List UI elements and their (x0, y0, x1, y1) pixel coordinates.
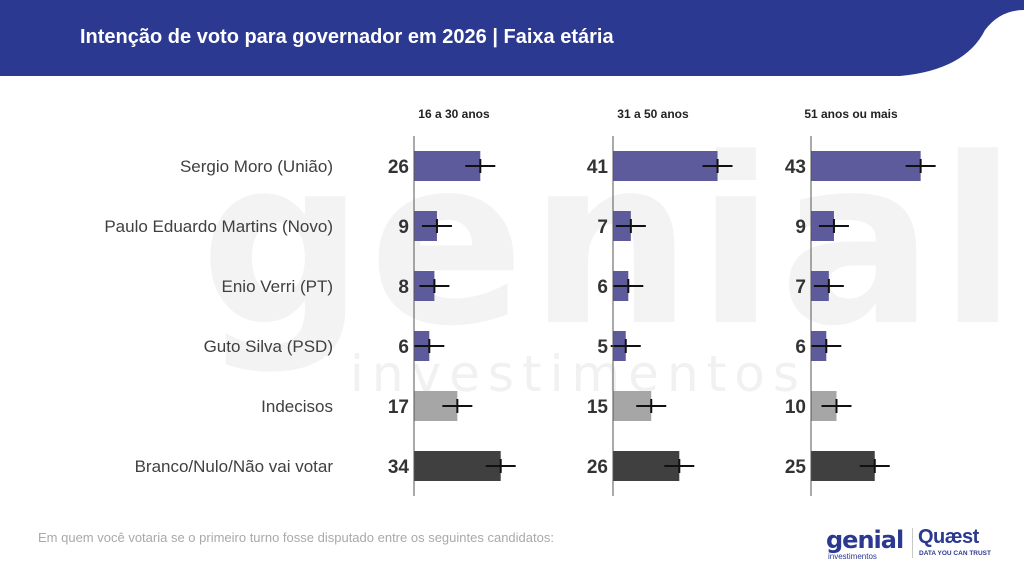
bar (811, 151, 921, 181)
quaest-logo: Quæst DATA YOU CAN TRUST (918, 526, 998, 562)
category-label: Sergio Moro (União) (180, 157, 333, 176)
data-label: 43 (785, 157, 806, 178)
data-label: 6 (795, 337, 806, 358)
data-label: 10 (785, 397, 806, 418)
data-label: 41 (587, 157, 609, 178)
genial-logo-sub: investimentos (828, 552, 877, 561)
genial-logo: genial investimentos (826, 526, 908, 562)
page-title: Intenção de voto para governador em 2026… (80, 26, 614, 48)
data-label: 34 (388, 457, 410, 478)
genial-logo-word: genial (826, 526, 904, 554)
age-group-header: 31 a 50 anos (617, 107, 689, 121)
data-label: 9 (795, 217, 806, 238)
age-group-header: 51 anos ou mais (804, 107, 898, 121)
category-label: Guto Silva (PSD) (204, 337, 333, 356)
quaest-logo-word: Quæst (918, 526, 979, 548)
category-label: Branco/Nulo/Não vai votar (135, 457, 334, 476)
header-banner: Intenção de voto para governador em 2026… (0, 0, 1024, 76)
header-background (0, 0, 1024, 76)
footnote: Em quem você votaria se o primeiro turno… (38, 530, 554, 545)
category-label: Paulo Eduardo Martins (Novo) (104, 217, 333, 236)
age-group-header: 16 a 30 anos (418, 107, 490, 121)
data-label: 8 (398, 277, 409, 298)
logo-separator (912, 528, 913, 558)
category-label: Enio Verri (PT) (222, 277, 333, 296)
data-label: 26 (388, 157, 409, 178)
data-label: 25 (785, 457, 807, 478)
data-label: 9 (398, 217, 409, 238)
data-label: 15 (587, 397, 609, 418)
category-label: Indecisos (261, 397, 333, 416)
data-label: 6 (398, 337, 409, 358)
bar (613, 151, 718, 181)
data-label: 26 (587, 457, 608, 478)
data-label: 6 (597, 277, 608, 298)
data-label: 7 (597, 217, 608, 238)
data-label: 5 (597, 337, 608, 358)
data-label: 7 (795, 277, 806, 298)
data-label: 17 (388, 397, 409, 418)
quaest-logo-tagline: DATA YOU CAN TRUST (919, 550, 991, 557)
vote-intention-chart: Sergio Moro (União) Paulo Eduardo Martins… (104, 107, 936, 496)
